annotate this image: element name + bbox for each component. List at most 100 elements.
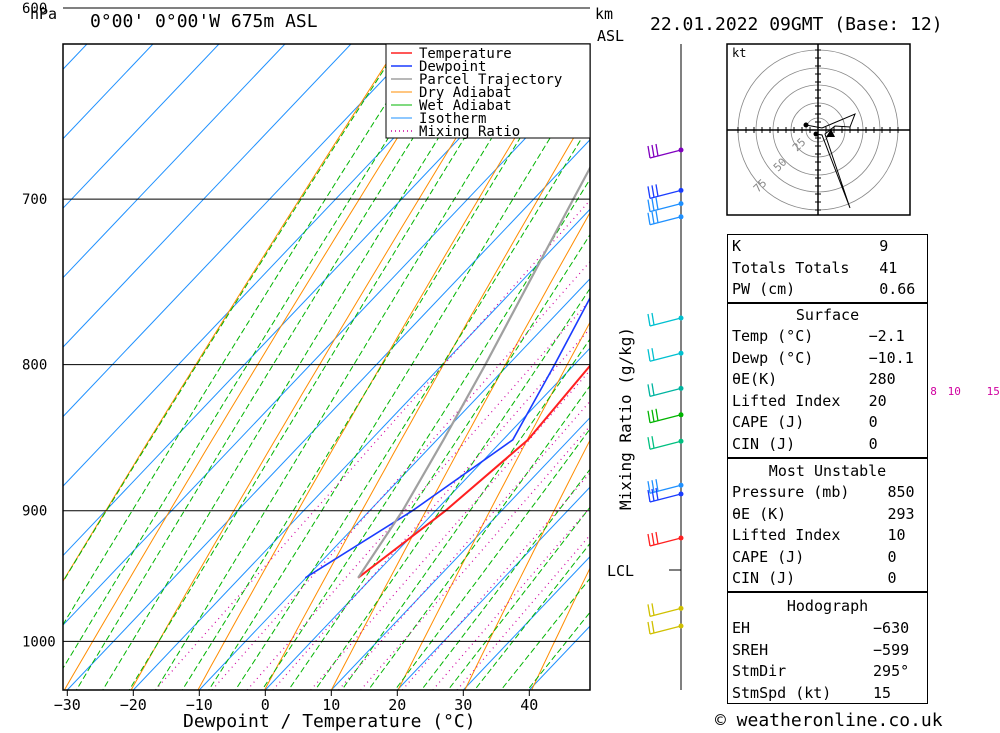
surface-row: θE(K) 280 bbox=[732, 370, 896, 389]
legend-label-isotherm: Isotherm bbox=[419, 111, 486, 127]
wind-barb-flag bbox=[647, 621, 651, 635]
isotherm-line bbox=[63, 69, 590, 626]
wind-barb bbox=[649, 484, 682, 494]
surface-title: Surface bbox=[795, 306, 860, 324]
hodograph-trace bbox=[805, 113, 856, 209]
wind-barb-flag bbox=[651, 603, 655, 616]
mixing-ratio-line bbox=[310, 369, 590, 690]
wind-barb-flag bbox=[655, 479, 659, 492]
hodo-row: SREH −599 bbox=[732, 640, 910, 659]
wind-barb-flag bbox=[647, 384, 651, 397]
wind-barb-flag bbox=[651, 211, 655, 224]
wind-barb-flag bbox=[651, 144, 655, 158]
wind-barb-flag bbox=[647, 410, 651, 423]
wind-barb-flag bbox=[655, 184, 659, 197]
hpa-unit-label: hPa bbox=[30, 5, 57, 23]
mu-row: θE (K) 293 bbox=[732, 504, 915, 523]
surface-row: Lifted Index 20 bbox=[732, 391, 887, 410]
mixing-ratio-label: 8 bbox=[930, 385, 937, 398]
wind-barb-flag bbox=[651, 532, 655, 546]
wet-adiabat-line bbox=[234, 123, 590, 690]
x-tick-label: −30 bbox=[54, 696, 81, 714]
mu-row: CAPE (J) 0 bbox=[732, 547, 897, 566]
wind-barb bbox=[649, 493, 682, 503]
wet-adiabat-line bbox=[341, 338, 590, 690]
legend-label-dewpoint: Dewpoint bbox=[419, 59, 486, 75]
wind-barb bbox=[649, 149, 682, 159]
plot-frame bbox=[62, 43, 591, 691]
lcl-label: LCL bbox=[607, 562, 634, 580]
isotherm-line bbox=[66, 139, 590, 690]
isotherm-line bbox=[63, 44, 418, 418]
storm-motion-marker bbox=[826, 129, 835, 137]
mixing-ratio-label: 10 bbox=[948, 385, 961, 398]
wet-adiabat-line bbox=[208, 71, 590, 690]
isotherm-line bbox=[132, 208, 590, 690]
legend-label-dry-adiabat: Dry Adiabat bbox=[419, 85, 512, 101]
dry-adiabat-line bbox=[995, 0, 1000, 702]
index-row-totals: Totals Totals 41 bbox=[732, 258, 898, 277]
x-axis-label: Dewpoint / Temperature (°C) bbox=[183, 711, 476, 732]
wind-barb-flag bbox=[651, 409, 655, 422]
wind-barb bbox=[649, 625, 682, 635]
mixing-ratio-label: 15 bbox=[987, 385, 1000, 398]
mixing-ratio-line bbox=[246, 299, 590, 690]
wet-adiabat-line bbox=[447, 506, 590, 690]
mixing-ratio-line bbox=[211, 260, 590, 690]
wind-barb-flag bbox=[647, 489, 651, 503]
wind-barb-flag bbox=[655, 143, 659, 157]
wind-barb bbox=[649, 352, 682, 362]
legend-label-parcel: Parcel Trajectory bbox=[419, 72, 562, 88]
most-unstable-title: Most Unstable bbox=[768, 462, 887, 480]
x-tick-label: 10 bbox=[322, 696, 340, 714]
wind-barb bbox=[649, 216, 682, 226]
most-unstable-box: Most Unstable Pressure (mb) 850 θE (K) 293… bbox=[727, 458, 928, 592]
wet-adiabat-line bbox=[367, 385, 590, 690]
wind-barb-flag bbox=[651, 383, 655, 396]
mixing-ratio-line bbox=[360, 425, 590, 690]
pressure-tick-label: 700 bbox=[22, 192, 47, 208]
dry-adiabat-line bbox=[264, 108, 590, 690]
km-unit-label: km bbox=[595, 5, 613, 23]
wind-barb-flag bbox=[647, 145, 651, 159]
isotherm-line bbox=[264, 347, 590, 690]
mixing-ratio-line bbox=[338, 400, 590, 690]
y-axis-label: Mixing Ratio (g/kg) bbox=[616, 327, 635, 510]
surface-row: Temp (°C) −2.1 bbox=[732, 327, 905, 346]
surface-box: Surface Temp (°C) −2.1 Dewp (°C) −10.1 θE(… bbox=[727, 303, 928, 458]
wind-barb-flag bbox=[647, 437, 651, 450]
wind-barb-flag bbox=[647, 186, 651, 199]
wind-barb-column: LCL bbox=[607, 44, 684, 690]
wet-adiabat-line bbox=[63, 44, 402, 583]
dry-adiabat-line bbox=[928, 0, 1000, 702]
hodograph-stats-title: Hodograph bbox=[786, 597, 869, 615]
wind-barb-flag bbox=[655, 197, 659, 210]
surface-row: CIN (J) 0 bbox=[732, 434, 878, 453]
wind-barb-flag bbox=[647, 313, 651, 327]
legend-label-temperature: Temperature bbox=[419, 46, 512, 62]
wet-adiabat-line bbox=[75, 44, 473, 690]
mu-row: Lifted Index 10 bbox=[732, 526, 906, 545]
wind-barb bbox=[649, 387, 682, 398]
wet-adiabat-line bbox=[181, 44, 579, 690]
wind-barb-flag bbox=[655, 487, 659, 501]
hodo-row: StmSpd (kt) 15 bbox=[732, 683, 892, 702]
mixing-ratio-line bbox=[272, 327, 590, 690]
wind-barb-flag bbox=[651, 480, 655, 493]
legend-label-mixing-ratio: Mixing Ratio bbox=[419, 124, 520, 140]
isotherm-line bbox=[63, 44, 484, 487]
x-tick-label: −10 bbox=[186, 696, 213, 714]
wet-adiabat-line bbox=[63, 44, 449, 670]
wind-barb-flag bbox=[651, 488, 655, 502]
x-tick-label: −20 bbox=[120, 696, 147, 714]
wind-barb-flag bbox=[651, 198, 655, 211]
wind-barb bbox=[649, 537, 682, 547]
wind-barb-flag bbox=[647, 604, 651, 617]
datetime-title: 22.01.2022 09GMT (Base: 12) bbox=[650, 14, 943, 35]
hodograph-stats-box: Hodograph EH −630 SREH −599 StmDir 295° Stm… bbox=[727, 592, 928, 704]
pressure-tick-label: 800 bbox=[22, 358, 47, 374]
legend: Temperature Dewpoint Parcel Trajectory D… bbox=[385, 43, 591, 140]
